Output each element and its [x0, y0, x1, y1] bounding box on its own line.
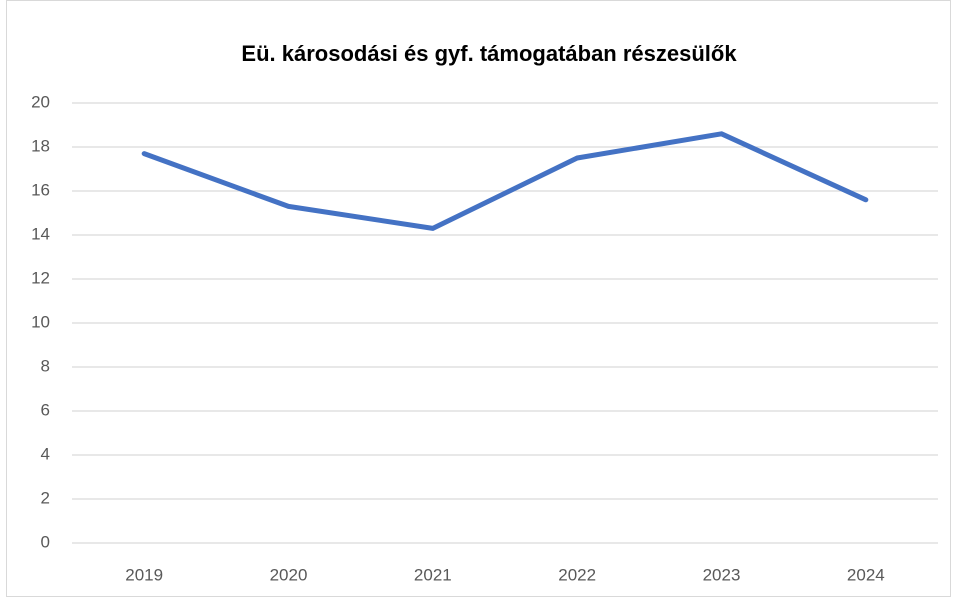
- chart-title: Eü. károsodási és gyf. támogatában része…: [241, 41, 737, 66]
- y-tick-label: 8: [41, 356, 50, 375]
- y-tick-label: 12: [31, 268, 50, 287]
- line-series: [141, 131, 869, 231]
- y-tick-label: 16: [31, 180, 50, 199]
- y-tick-label: 14: [31, 224, 50, 243]
- chart-border: [6, 0, 951, 597]
- y-tick-label: 2: [41, 488, 50, 507]
- y-tick-label: 0: [41, 532, 50, 551]
- x-tick-label: 2019: [125, 565, 163, 584]
- y-tick-label: 18: [31, 136, 50, 155]
- y-tick-label: 10: [31, 312, 50, 331]
- y-tick-label: 20: [31, 92, 50, 111]
- y-tick-label: 4: [41, 444, 50, 463]
- y-tick-label: 6: [41, 400, 50, 419]
- x-tick-label: 2021: [414, 565, 452, 584]
- x-tick-label: 2020: [270, 565, 308, 584]
- x-tick-label: 2024: [847, 565, 885, 584]
- x-tick-label: 2022: [558, 565, 596, 584]
- x-tick-label: 2023: [703, 565, 741, 584]
